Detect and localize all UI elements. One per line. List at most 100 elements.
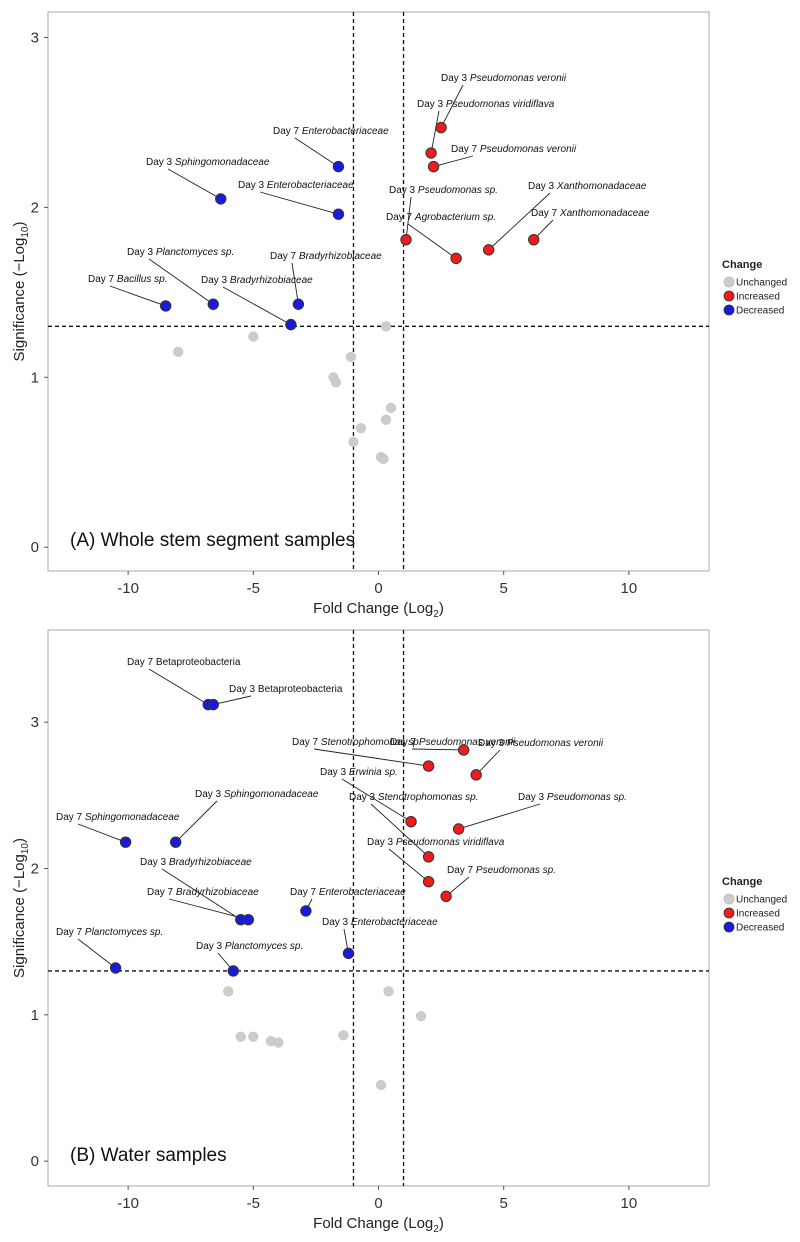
point-label-day: Day 3 — [349, 792, 378, 803]
panel-label: (A) Whole stem segment samples — [70, 530, 355, 551]
legend-swatch-increased — [723, 290, 735, 302]
point-label-day: Day 7 — [447, 865, 476, 876]
point-leader-line — [259, 191, 339, 215]
y-tick-label: 0 — [31, 1153, 39, 1170]
point-label-taxon: Stenotrophomonas sp. — [321, 737, 422, 748]
point-label: Day 7 Xanthomonadaceae — [531, 208, 650, 219]
data-point-decreased — [292, 298, 305, 310]
y-axis-title-main: Significance (−Log — [11, 854, 28, 978]
legend-title: Change — [722, 259, 762, 271]
data-point-unchanged — [330, 377, 342, 388]
y-tick-label: 1 — [31, 1007, 39, 1024]
point-leader-line — [148, 258, 214, 305]
y-axis-title: Significance (−Log10) — [11, 838, 31, 978]
data-point-increased — [482, 244, 495, 256]
point-label-day: Day 7 — [390, 737, 419, 748]
legend-label-increased: Increased — [736, 909, 780, 920]
y-tick-label: 2 — [31, 199, 39, 216]
point-leader-line — [294, 137, 339, 167]
point-label-day: Day 3 — [518, 792, 547, 803]
point-leader-line — [458, 803, 541, 830]
point-label-taxon: Enterobacteriaceae — [319, 887, 406, 898]
x-axis-title-sub: 2 — [433, 609, 439, 620]
point-label: Day 3 Pseudomonas veronii — [478, 738, 604, 749]
y-axis-title-end: ) — [11, 838, 28, 843]
point-leader-line — [222, 286, 292, 326]
point-label-taxon: Pseudomonas sp. — [418, 185, 498, 196]
legend-label-decreased: Decreased — [736, 306, 784, 317]
x-axis-title-main: Fold Change (Log — [313, 1215, 433, 1232]
point-label-taxon: Agrobacterium sp. — [414, 212, 496, 223]
x-tick-label: -10 — [117, 580, 139, 597]
point-label-taxon: Planctomyces sp. — [156, 247, 234, 258]
point-label: Day 7 Planctomyces sp. — [56, 927, 163, 938]
point-label-taxon: Pseudomonas viridiflava — [446, 99, 555, 110]
point-label-day: Day 3 — [140, 857, 169, 868]
point-label-taxon: Betaproteobacteria — [258, 684, 343, 695]
data-point-decreased — [332, 160, 345, 173]
point-label: Day 7 Bradyrhizobiaceae — [270, 251, 382, 262]
point-label-day: Day 3 — [367, 837, 396, 848]
point-leader-line — [388, 848, 429, 883]
y-tick-label: 3 — [31, 29, 39, 46]
point-label: Day 3 Stenotrophomonas sp. — [349, 792, 479, 803]
point-leader-line — [213, 695, 252, 706]
legend-swatch-increased — [723, 907, 735, 919]
x-axis-title-end: ) — [439, 1215, 444, 1232]
point-label-taxon: Pseudomonas sp. — [476, 865, 556, 876]
data-point-increased — [440, 890, 452, 902]
point-label: Day 3 Erwinia sp. — [320, 767, 398, 778]
point-label-day: Day 7 — [386, 212, 415, 223]
point-label: Day 3 Pseudomonas sp. — [518, 792, 627, 803]
point-leader-line — [405, 196, 412, 240]
point-label: Day 3 Pseudomonas viridiflava — [367, 837, 505, 848]
point-label-taxon: Pseudomonas veronii — [470, 73, 567, 84]
point-label-taxon: Sphingomonadaceae — [85, 812, 180, 823]
legend-label-increased: Increased — [736, 292, 780, 303]
data-point-unchanged — [415, 1011, 427, 1022]
point-label-taxon: Erwinia sp. — [349, 767, 398, 778]
legend-swatch-decreased — [723, 304, 735, 316]
data-point-increased — [405, 815, 417, 828]
point-label-taxon: Bacillus sp. — [117, 274, 168, 285]
point-label: Day 7 Enterobacteriaceae — [273, 126, 389, 137]
point-label: Day 7 Pseudomonas veronii — [390, 737, 516, 748]
legend: Change Unchanged Increased Decreased — [722, 259, 787, 317]
point-label: Day 7 Bradyrhizobiaceae — [147, 887, 259, 898]
point-label: Day 3 Pseudomonas viridiflava — [417, 99, 555, 110]
point-label-day: Day 7 — [56, 812, 85, 823]
point-label: Day 3 Xanthomonadaceae — [528, 181, 647, 192]
data-point-unchanged — [378, 453, 389, 464]
x-axis-title-main: Fold Change (Log — [313, 600, 433, 617]
data-point-unchanged — [173, 346, 184, 357]
legend-label-unchanged: Unchanged — [736, 895, 787, 906]
data-point-decreased — [242, 914, 255, 926]
point-leader-line — [291, 262, 299, 305]
point-label-day: Day 7 — [270, 251, 299, 262]
point-label-day: Day 3 — [229, 684, 258, 695]
point-label-day: Day 3 — [417, 99, 446, 110]
data-point-decreased — [215, 193, 227, 205]
point-label-taxon: Xanthomonadaceae — [556, 181, 647, 192]
data-point-unchanged — [273, 1037, 284, 1048]
point-leader-line — [109, 285, 166, 307]
data-point-unchanged — [235, 1031, 246, 1042]
x-tick-label: 5 — [500, 1195, 508, 1212]
point-label-day: Day 7 — [147, 887, 176, 898]
data-point-decreased — [159, 300, 172, 312]
point-label: Day 3 Enterobacteriaceae — [238, 180, 354, 191]
legend-label-unchanged: Unchanged — [736, 278, 787, 289]
point-label: Day 3 Sphingomonadaceae — [195, 789, 319, 800]
legend: Change Unchanged Increased Decreased — [722, 876, 787, 934]
point-leader-line — [440, 84, 464, 128]
point-leader-line — [168, 898, 249, 921]
data-point-unchanged — [375, 1079, 387, 1091]
data-point-unchanged — [355, 423, 367, 434]
point-label: Day 7 Pseudomonas veronii — [451, 144, 577, 155]
point-label-day: Day 3 — [478, 738, 507, 749]
point-label-taxon: Pseudomonas viridiflava — [396, 837, 505, 848]
legend-swatch-decreased — [723, 921, 735, 933]
